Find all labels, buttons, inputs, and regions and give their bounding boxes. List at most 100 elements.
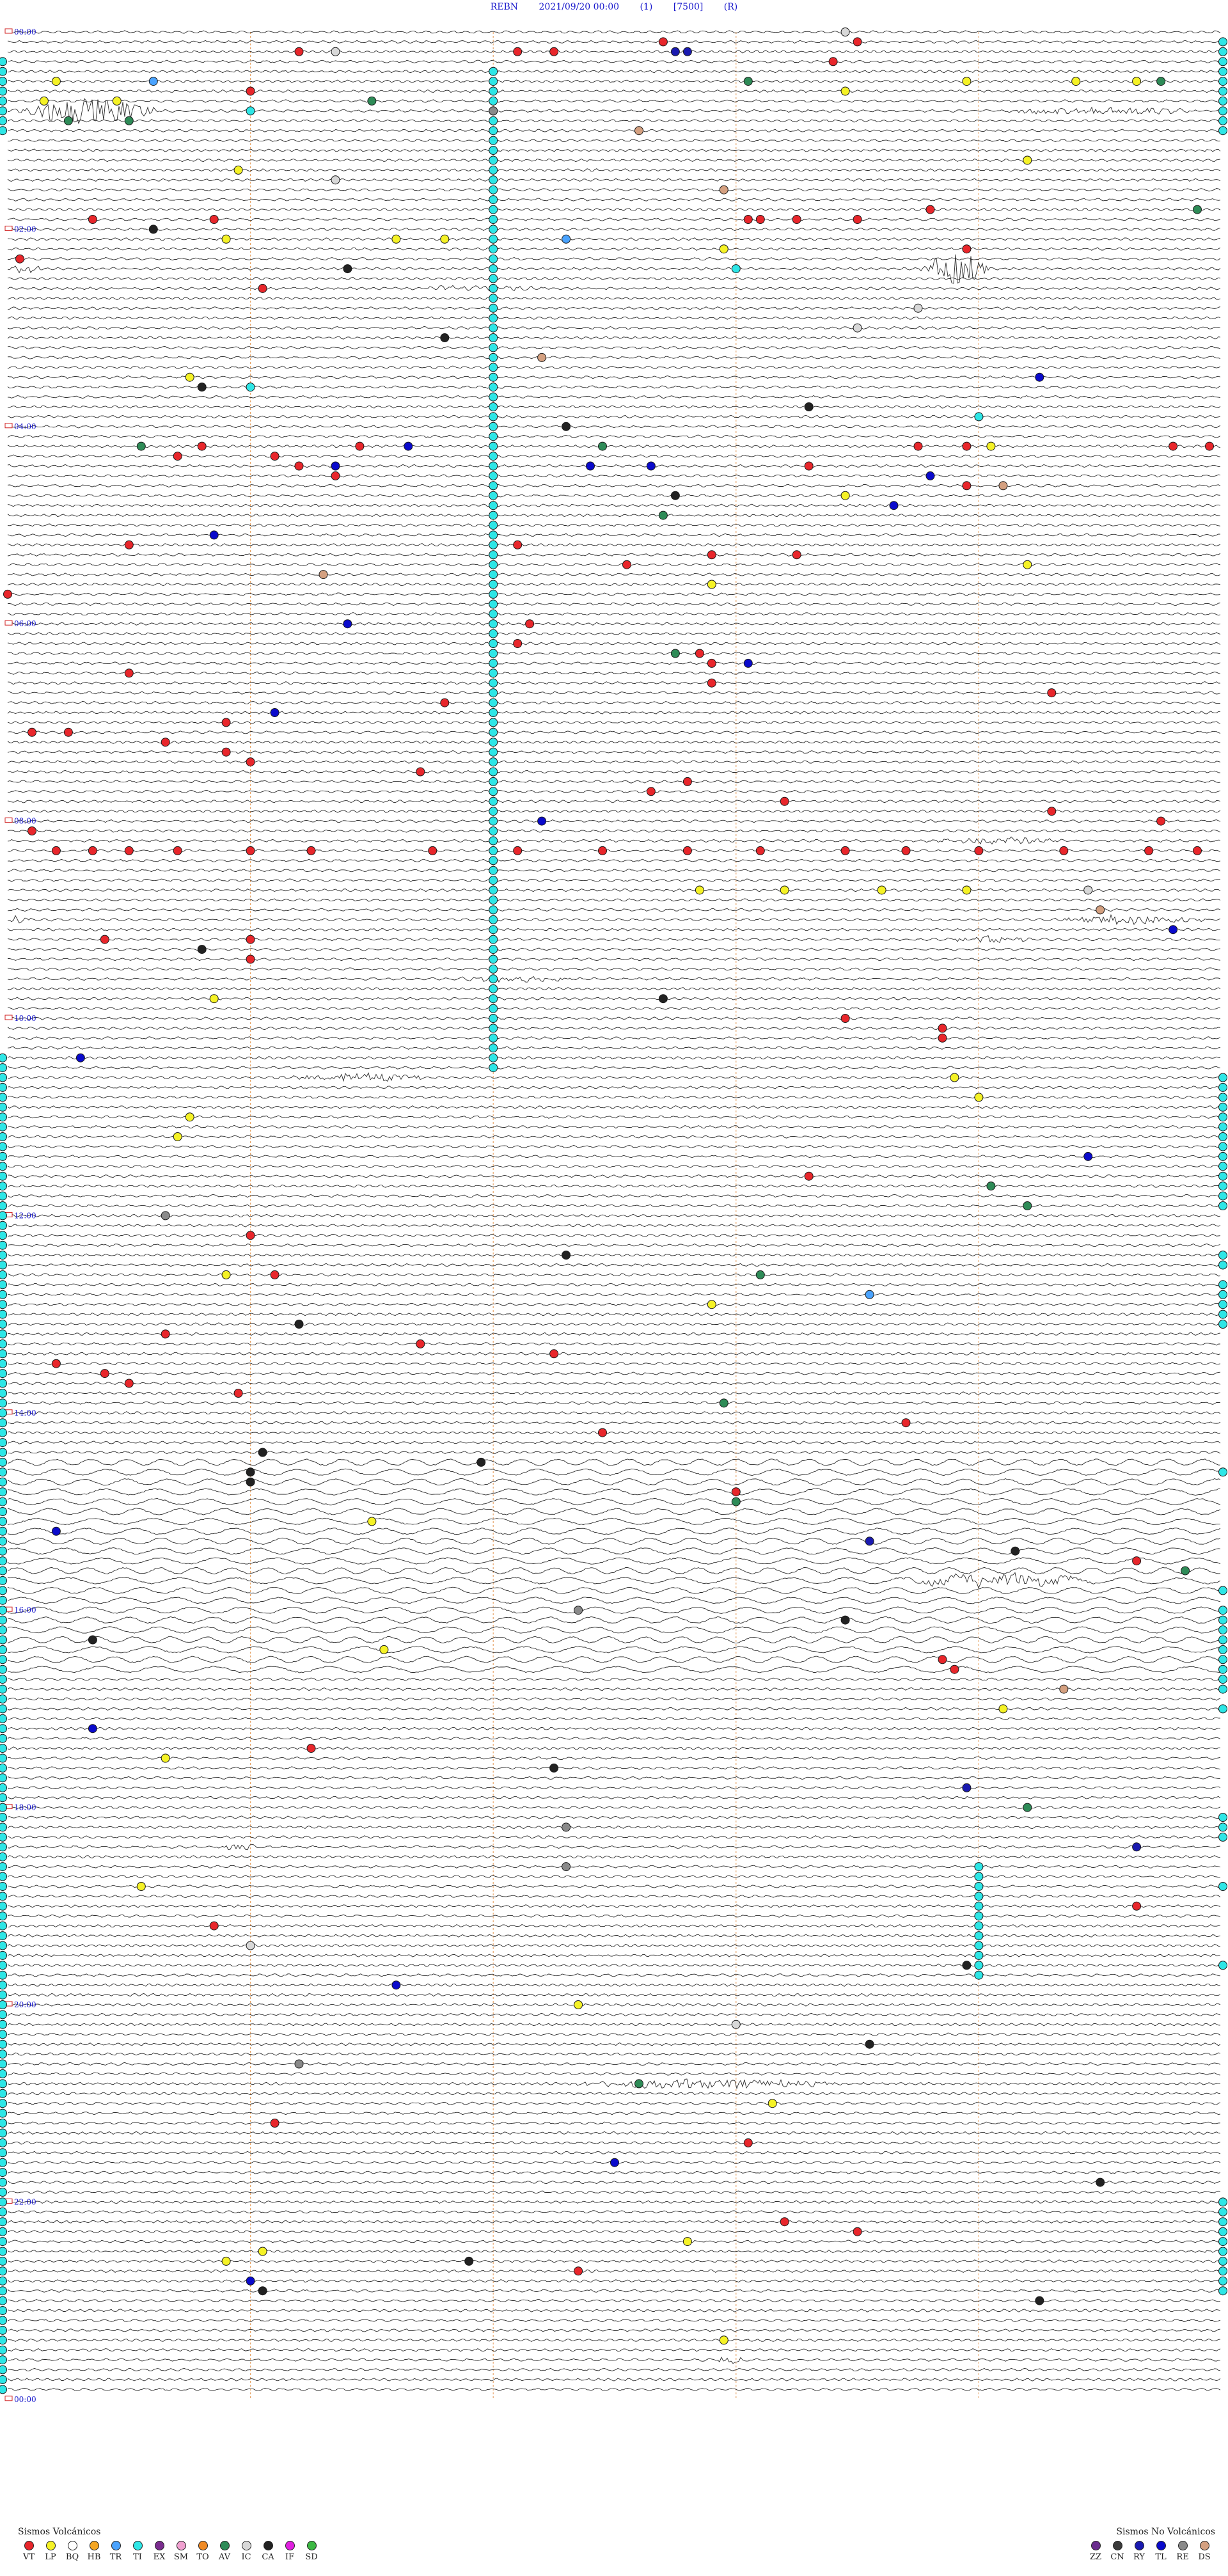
- edge-marker-left-120: [0, 1211, 7, 1221]
- trace-206: [7, 2062, 1221, 2066]
- hour-marker-0: [4, 28, 13, 34]
- trace-23: [7, 257, 1221, 261]
- tremor-marker-0-31: [489, 333, 498, 342]
- edge-marker-right-106: [1218, 1073, 1227, 1082]
- edge-marker-right-10: [1218, 126, 1227, 136]
- time-label-7: 14:00: [14, 1409, 36, 1418]
- edge-marker-left-112: [0, 1132, 7, 1141]
- edge-marker-left-150: [0, 1507, 7, 1516]
- event-VT-46: [15, 254, 24, 264]
- event-VT-229: [853, 2227, 862, 2236]
- event-CA-183: [258, 1448, 267, 1457]
- trace-175: [7, 1756, 1221, 1760]
- trace-19: [7, 217, 1221, 221]
- edge-marker-right-116: [1218, 1171, 1227, 1181]
- edge-marker-right-117: [1218, 1181, 1227, 1191]
- edge-marker-left-179: [0, 1793, 7, 1803]
- trace-113: [7, 1144, 1221, 1149]
- event-VT-63: [355, 441, 365, 451]
- tremor-marker-0-56: [489, 580, 498, 589]
- edge-marker-right-129: [1218, 1300, 1227, 1309]
- trace-220: [7, 2200, 1221, 2204]
- trace-179: [7, 1796, 1221, 1799]
- trace-219: [7, 2190, 1221, 2194]
- edge-marker-left-234: [0, 2335, 7, 2345]
- event-LP-223: [767, 2099, 777, 2108]
- trace-10: [7, 129, 1221, 132]
- non-volcanic-legend-item-ds: DS: [1193, 2541, 1215, 2562]
- event-RY-6: [682, 47, 692, 56]
- trace-201: [7, 2012, 1221, 2017]
- edge-marker-left-124: [0, 1251, 7, 1260]
- event-LP-40: [391, 234, 401, 244]
- trace-202: [7, 2023, 1221, 2027]
- trace-215: [7, 2151, 1221, 2155]
- time-label-0: 00:00: [14, 28, 36, 36]
- event-LP-43: [221, 234, 231, 244]
- trace-34: [7, 365, 1221, 369]
- trace-112: [7, 1135, 1221, 1139]
- trace-232: [7, 2318, 1221, 2323]
- edge-marker-right-107: [1218, 1082, 1227, 1092]
- non-volcanic-legend-code-re: RE: [1176, 2552, 1189, 2562]
- tremor-marker-0-36: [489, 383, 498, 392]
- non-volcanic-legend-swatch-cn: [1112, 2541, 1122, 2550]
- trace-139: [7, 1401, 1221, 1405]
- trace-134: [7, 1352, 1221, 1355]
- event-VT-130: [598, 846, 607, 855]
- trace-237: [7, 2367, 1221, 2372]
- tremor-marker-0-27: [489, 294, 498, 303]
- trace-58: [7, 602, 1221, 606]
- trace-218: [7, 2180, 1221, 2185]
- trace-26: [7, 285, 1221, 292]
- event-LP-202: [998, 1704, 1008, 1714]
- volcanic-legend-item-to: TO: [192, 2541, 214, 2562]
- edge-marker-right-226: [1218, 2256, 1227, 2266]
- edge-marker-left-181: [0, 1813, 7, 1822]
- event-CA-197: [88, 1635, 97, 1645]
- trace-40: [7, 425, 1221, 429]
- edge-marker-left-104: [0, 1053, 7, 1063]
- event-CA-57: [197, 383, 207, 392]
- trace-71: [7, 731, 1221, 734]
- volcanic-legend-code-if: IF: [285, 2552, 295, 2562]
- event-CA-166: [562, 1251, 571, 1260]
- trace-149: [7, 1497, 1221, 1506]
- edge-marker-right-108: [1218, 1093, 1227, 1102]
- event-LP-159: [173, 1132, 182, 1141]
- tremor-marker-0-62: [489, 639, 498, 648]
- trace-119: [7, 1204, 1221, 1208]
- event-TL-203: [88, 1724, 97, 1734]
- edge-marker-right-8: [1218, 106, 1227, 116]
- time-label-10: 20:00: [14, 2000, 36, 2009]
- volcanic-legend-code-ca: CA: [262, 2552, 274, 2562]
- tremor-marker-0-92: [489, 935, 498, 944]
- edge-marker-right-158: [1218, 1586, 1227, 1595]
- tremor-marker-0-102: [489, 1033, 498, 1043]
- trace-148: [7, 1488, 1221, 1496]
- tremor-marker-0-66: [489, 678, 498, 688]
- scale: [7500]: [673, 2, 704, 12]
- trace-95: [7, 967, 1221, 971]
- tremor-marker-0-105: [489, 1063, 498, 1073]
- event-TL-74: [331, 461, 340, 471]
- trace-39: [7, 415, 1221, 419]
- trace-195: [7, 1954, 1221, 1957]
- trace-25: [7, 276, 1221, 281]
- edge-marker-left-113: [0, 1142, 7, 1151]
- trace-194: [7, 1943, 1221, 1948]
- trace-204: [7, 2042, 1221, 2046]
- event-LP-11: [840, 86, 850, 96]
- tremor-marker-1-192: [974, 1921, 984, 1931]
- tremor-marker-0-90: [489, 915, 498, 924]
- trace-152: [7, 1528, 1221, 1535]
- edge-marker-left-236: [0, 2355, 7, 2365]
- edge-marker-right-4: [1218, 67, 1227, 76]
- volcanic-legend-swatch-lp: [45, 2541, 56, 2550]
- trace-198: [7, 1983, 1221, 1987]
- tremor-marker-0-58: [489, 599, 498, 609]
- non-volcanic-legend-swatch-tl: [1156, 2541, 1166, 2550]
- tremor-marker-0-20: [489, 225, 498, 234]
- edge-marker-right-127: [1218, 1280, 1227, 1290]
- event-LP-142: [962, 885, 972, 895]
